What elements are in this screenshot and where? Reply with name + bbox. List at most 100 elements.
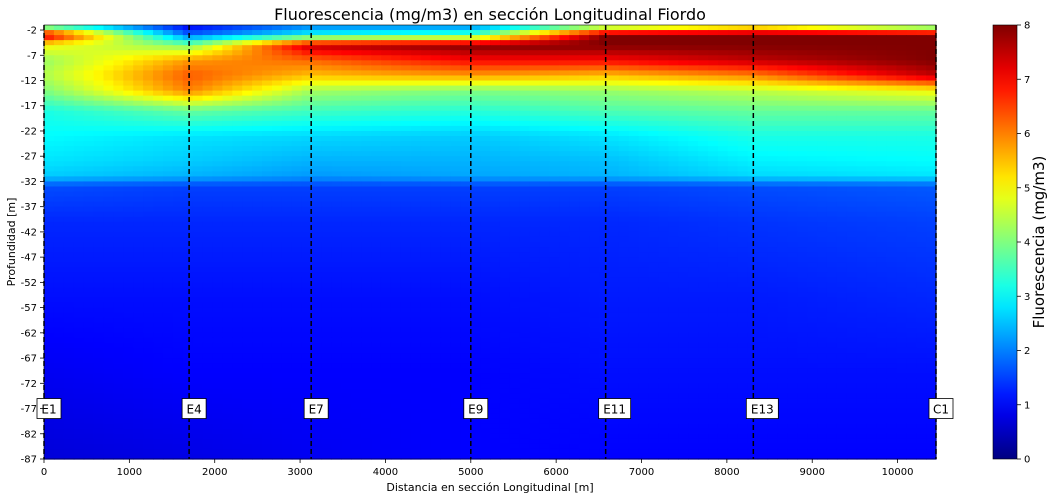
heatmap-cell: [499, 130, 511, 137]
heatmap-cell: [708, 176, 719, 183]
heatmap-cell: [192, 141, 204, 147]
heatmap-cell: [668, 130, 679, 137]
heatmap-cell: [63, 75, 75, 82]
heatmap-cell: [856, 226, 868, 233]
heatmap-cell: [846, 100, 858, 107]
heatmap-cell: [480, 272, 491, 278]
heatmap-cell: [361, 55, 372, 61]
heatmap-cell: [648, 176, 660, 183]
heatmap-cell: [698, 221, 709, 228]
heatmap-cell: [866, 125, 878, 132]
heatmap-cell: [499, 136, 511, 142]
heatmap-cell: [123, 302, 134, 309]
heatmap-cell: [727, 272, 739, 278]
heatmap-cell: [390, 95, 402, 102]
heatmap-cell: [252, 297, 263, 304]
heatmap-cell: [73, 196, 85, 203]
heatmap-cell: [321, 287, 333, 294]
heatmap-cell: [896, 70, 907, 77]
heatmap-cell: [658, 115, 669, 122]
heatmap-cell: [390, 120, 402, 127]
heatmap-cell: [380, 105, 392, 112]
heatmap-cell: [301, 125, 313, 132]
heatmap-cell: [618, 287, 630, 294]
heatmap-cell: [688, 120, 699, 127]
heatmap-cell: [757, 70, 769, 77]
heatmap-cell: [271, 75, 283, 82]
heatmap-cell: [450, 201, 461, 208]
heatmap-cell: [648, 272, 660, 278]
heatmap-cell: [460, 267, 471, 273]
heatmap-cell: [886, 231, 897, 238]
heatmap-cell: [698, 50, 709, 56]
heatmap-cell: [271, 105, 283, 112]
heatmap-cell: [648, 55, 660, 61]
heatmap-cell: [787, 252, 798, 258]
heatmap-cell: [777, 136, 788, 142]
heatmap-cell: [737, 206, 749, 213]
heatmap-cell: [757, 30, 769, 36]
heatmap-cell: [906, 161, 917, 167]
heatmap-cell: [876, 125, 888, 132]
heatmap-cell: [341, 125, 352, 132]
heatmap-cell: [172, 252, 184, 258]
heatmap-cell: [192, 136, 204, 142]
heatmap-cell: [866, 252, 878, 258]
heatmap-cell: [410, 60, 422, 66]
heatmap-cell: [460, 201, 471, 208]
heatmap-cell: [836, 85, 848, 92]
heatmap-cell: [618, 141, 630, 147]
heatmap-cell: [222, 267, 233, 273]
heatmap-cell: [777, 40, 788, 46]
heatmap-cell: [539, 146, 551, 152]
heatmap-cell: [628, 196, 640, 203]
heatmap-cell: [133, 287, 144, 294]
heatmap-cell: [123, 120, 134, 127]
heatmap-cell: [846, 110, 858, 117]
heatmap-cell: [896, 25, 907, 31]
heatmap-cell: [618, 176, 630, 183]
heatmap-cell: [926, 70, 937, 77]
heatmap-cell: [559, 100, 570, 107]
heatmap-cell: [698, 40, 709, 46]
heatmap-cell: [262, 287, 273, 294]
heatmap-cell: [133, 146, 144, 152]
heatmap-cell: [638, 151, 650, 157]
heatmap-cell: [916, 297, 927, 304]
heatmap-cell: [737, 216, 749, 223]
heatmap-cell: [291, 287, 303, 294]
heatmap-cell: [400, 221, 412, 228]
heatmap-cell: [311, 50, 323, 56]
heatmap-cell: [836, 100, 848, 107]
heatmap-cell: [807, 35, 818, 41]
heatmap-cell: [162, 201, 174, 208]
heatmap-cell: [331, 141, 342, 147]
heatmap-cell: [777, 100, 788, 107]
heatmap-cell: [836, 105, 848, 112]
heatmap-cell: [410, 151, 422, 157]
heatmap-cell: [460, 226, 471, 233]
heatmap-cell: [846, 141, 858, 147]
heatmap-cell: [252, 120, 263, 127]
heatmap-cell: [896, 105, 907, 112]
heatmap-cell: [708, 282, 719, 289]
heatmap-cell: [499, 297, 511, 304]
heatmap-cell: [182, 166, 194, 172]
heatmap-cell: [93, 100, 105, 107]
heatmap-cell: [579, 181, 590, 188]
heatmap-cell: [906, 25, 917, 31]
heatmap-cell: [470, 201, 481, 208]
heatmap-cell: [727, 141, 739, 147]
heatmap-cell: [440, 191, 451, 198]
heatmap-cell: [341, 151, 352, 157]
heatmap-cell: [519, 75, 531, 82]
heatmap-cell: [390, 125, 402, 132]
heatmap-cell: [490, 247, 501, 253]
heatmap-cell: [698, 196, 709, 203]
heatmap-cell: [83, 30, 95, 36]
heatmap-cell: [143, 247, 154, 253]
heatmap-cell: [212, 75, 223, 82]
heatmap-cell: [291, 55, 303, 61]
heatmap-cell: [509, 65, 521, 72]
heatmap-cell: [608, 287, 620, 294]
